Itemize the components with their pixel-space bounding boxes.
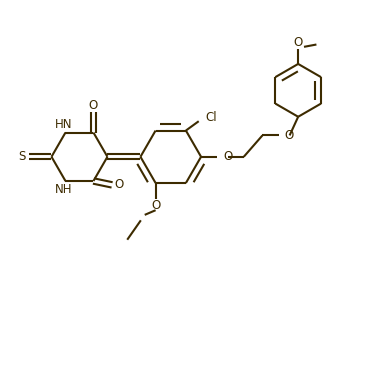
Text: Cl: Cl: [205, 111, 217, 124]
Text: NH: NH: [55, 183, 72, 196]
Text: O: O: [114, 178, 123, 191]
Text: HN: HN: [55, 118, 72, 131]
Text: O: O: [151, 199, 160, 212]
Text: O: O: [223, 150, 232, 163]
Text: S: S: [19, 150, 26, 163]
Text: O: O: [285, 129, 294, 142]
Text: O: O: [294, 36, 303, 49]
Text: O: O: [89, 99, 98, 112]
